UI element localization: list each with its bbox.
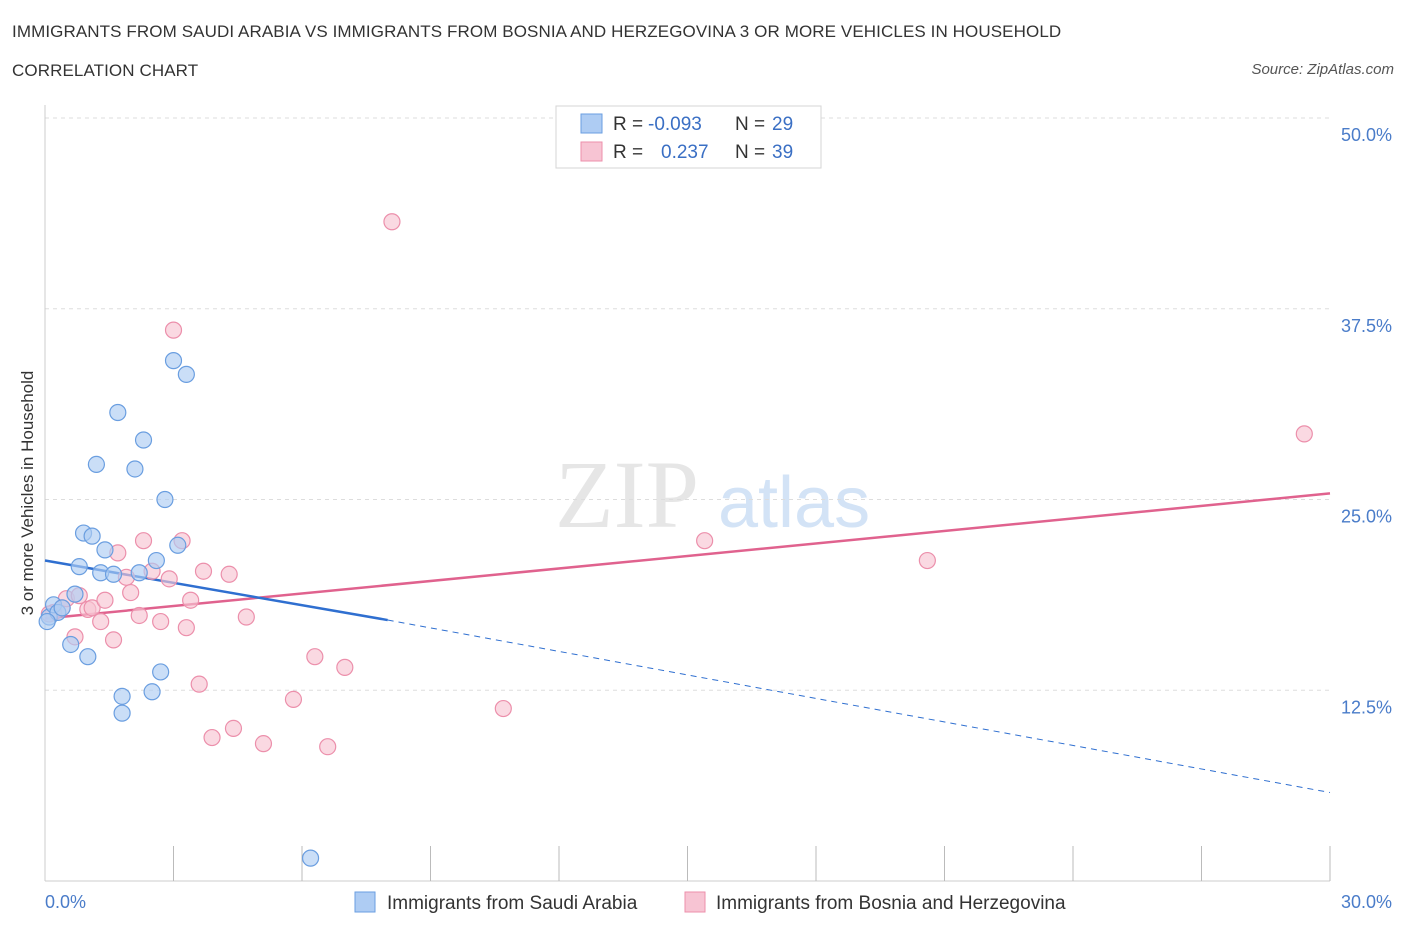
point-bosnia-30 — [306, 648, 324, 666]
watermark-atlas: atlas — [718, 463, 870, 543]
point-saudi-17 — [126, 460, 144, 478]
point-bosnia-33 — [383, 213, 401, 231]
bottom-legend-pink-swatch — [684, 891, 706, 913]
point-saudi-5 — [66, 585, 84, 603]
point-bosnia-32 — [336, 658, 354, 676]
point-saudi-24 — [169, 536, 187, 554]
y-tick-label-3: 50.0% — [1341, 125, 1392, 145]
series-legend: Immigrants from Saudi Arabia Immigrants … — [354, 891, 1066, 914]
point-bosnia-13 — [130, 606, 148, 625]
y-tick-label-0: 12.5% — [1341, 697, 1392, 717]
point-bosnia-35 — [696, 532, 714, 550]
point-saudi-14 — [109, 403, 127, 422]
point-bosnia-31 — [319, 738, 337, 756]
legend-pink-n-label: N = — [735, 142, 765, 163]
point-saudi-16 — [113, 687, 131, 705]
point-saudi-10 — [87, 455, 106, 474]
data-points — [38, 213, 1313, 867]
watermark-zip: ZIP — [555, 441, 699, 548]
point-bosnia-34 — [494, 699, 512, 718]
point-saudi-25 — [164, 352, 183, 370]
point-bosnia-24 — [203, 728, 221, 747]
point-bosnia-14 — [134, 532, 153, 550]
point-saudi-3 — [53, 599, 71, 617]
point-bosnia-7 — [92, 612, 110, 631]
point-bosnia-28 — [254, 735, 273, 753]
axes — [44, 105, 1331, 882]
point-bosnia-6 — [83, 599, 101, 617]
legend-pink-swatch — [580, 141, 603, 162]
y-tick-label-2: 37.5% — [1341, 316, 1392, 336]
point-saudi-19 — [134, 431, 153, 449]
bottom-legend-blue-label: Immigrants from Saudi Arabia — [387, 893, 638, 914]
point-bosnia-18 — [164, 321, 183, 339]
point-bosnia-16 — [152, 612, 170, 631]
point-bosnia-26 — [224, 719, 243, 738]
point-bosnia-37 — [1295, 425, 1313, 443]
point-saudi-15 — [113, 704, 131, 722]
chart-title-line2: CORRELATION CHART — [12, 61, 199, 80]
y-tick-label-1: 25.0% — [1341, 507, 1392, 527]
point-saudi-8 — [79, 648, 97, 666]
point-bosnia-12 — [122, 583, 140, 602]
point-bosnia-29 — [284, 690, 303, 709]
legend-blue-r-value: -0.093 — [648, 114, 702, 135]
point-saudi-4 — [62, 635, 80, 654]
legend-blue-r-label: R = — [613, 114, 643, 135]
point-saudi-26 — [177, 365, 195, 383]
legend-blue-n-label: N = — [735, 114, 765, 135]
point-saudi-9 — [83, 527, 101, 545]
point-bosnia-36 — [918, 551, 936, 570]
point-saudi-18 — [130, 564, 148, 582]
point-bosnia-9 — [104, 631, 123, 649]
point-bosnia-25 — [220, 565, 238, 583]
point-saudi-13 — [104, 565, 123, 583]
point-bosnia-22 — [190, 675, 208, 693]
source-label: Source: ZipAtlas.com — [1251, 61, 1394, 78]
point-saudi-28 — [38, 612, 56, 631]
point-saudi-12 — [96, 541, 114, 559]
point-bosnia-20 — [177, 619, 195, 637]
point-saudi-6 — [70, 558, 88, 576]
point-bosnia-17 — [160, 570, 178, 588]
point-bosnia-27 — [237, 608, 255, 626]
x-tick-label-min: 0.0% — [45, 892, 86, 912]
point-saudi-20 — [143, 683, 161, 701]
point-saudi-22 — [152, 663, 170, 681]
x-tick-label-max: 30.0% — [1341, 892, 1392, 912]
bottom-legend-blue-swatch — [354, 891, 376, 913]
gridlines — [45, 117, 1330, 691]
tick-labels: 12.5% 25.0% 37.5% 50.0% 0.0% 30.0% — [45, 125, 1392, 912]
chart-title-line1: IMMIGRANTS FROM SAUDI ARABIA VS IMMIGRAN… — [12, 22, 1062, 41]
point-saudi-27 — [301, 849, 320, 867]
correlation-legend: R = -0.093 N = 29 R = 0.237 N = 39 — [555, 105, 822, 169]
trend-line-saudi-extended — [387, 619, 1331, 793]
point-saudi-21 — [147, 551, 165, 570]
point-bosnia-23 — [194, 562, 213, 580]
legend-blue-n-value: 29 — [772, 114, 793, 135]
legend-pink-r-value: 0.237 — [661, 142, 709, 163]
legend-pink-n-value: 39 — [772, 142, 793, 163]
bottom-legend-pink-label: Immigrants from Bosnia and Herzegovina — [716, 893, 1066, 914]
legend-blue-swatch — [580, 113, 603, 134]
point-bosnia-8 — [96, 591, 114, 609]
point-saudi-23 — [156, 490, 174, 509]
point-bosnia-21 — [182, 591, 200, 609]
y-axis-label: 3 or more Vehicles in Household — [18, 371, 37, 616]
legend-pink-r-label: R = — [613, 142, 643, 163]
